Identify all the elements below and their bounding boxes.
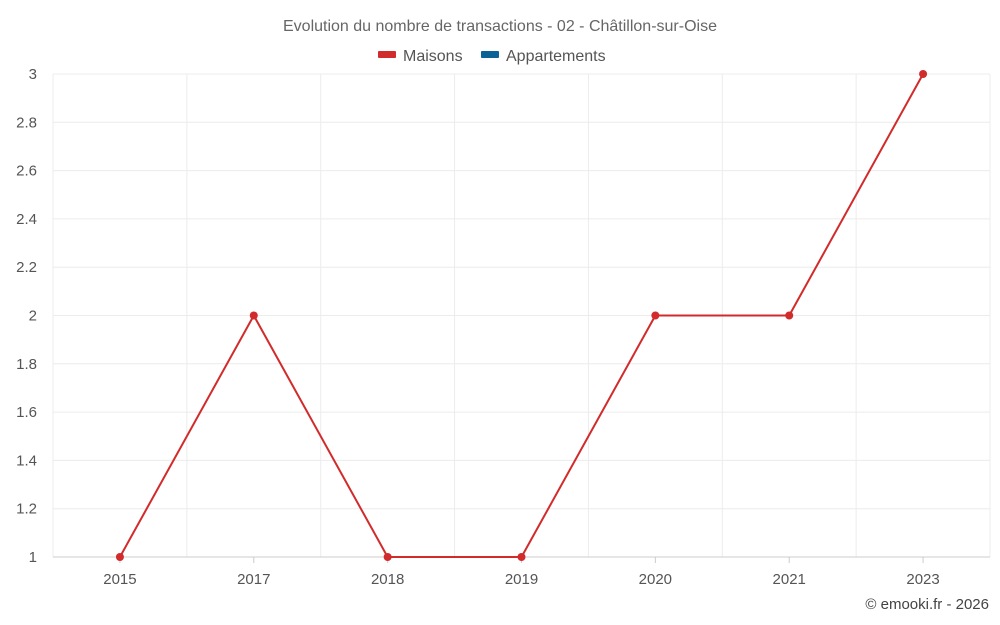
data-point[interactable] xyxy=(651,311,660,320)
x-tick-label: 2023 xyxy=(906,571,939,588)
legend-item-appartements[interactable]: Appartements xyxy=(481,48,606,65)
x-tick-label: 2020 xyxy=(639,571,672,588)
x-tick-label: 2015 xyxy=(103,571,136,588)
x-tick-label: 2017 xyxy=(237,571,270,588)
y-tick-label: 2.8 xyxy=(16,114,37,131)
legend: Maisons Appartements xyxy=(378,48,606,65)
data-point[interactable] xyxy=(919,70,928,78)
chart-title: Evolution du nombre de transactions - 02… xyxy=(283,18,717,35)
x-tick-label: 2018 xyxy=(371,571,404,588)
y-tick-label: 2.4 xyxy=(16,211,37,228)
legend-label-appartements: Appartements xyxy=(506,48,606,65)
chart-credit: © emooki.fr - 2026 xyxy=(865,596,989,613)
data-point[interactable] xyxy=(785,311,794,320)
series-maisons xyxy=(115,70,928,561)
legend-swatch-maisons xyxy=(378,51,396,58)
x-axis: 2015 2017 2018 2019 2020 2021 2023 xyxy=(53,556,990,588)
legend-label-maisons: Maisons xyxy=(403,48,463,65)
x-tick-label: 2019 xyxy=(505,571,538,588)
y-tick-label: 3 xyxy=(29,66,37,83)
data-point[interactable] xyxy=(517,553,526,561)
data-point[interactable] xyxy=(115,553,124,561)
legend-swatch-appartements xyxy=(481,51,499,58)
y-tick-label: 1.4 xyxy=(16,452,37,469)
gridlines xyxy=(52,73,991,557)
x-tick-label: 2021 xyxy=(773,571,806,588)
y-axis: 1 1.2 1.4 1.6 1.8 2 2.2 2.4 2.6 2.8 3 xyxy=(16,66,37,566)
y-tick-label: 1 xyxy=(29,549,37,566)
y-tick-label: 1.6 xyxy=(16,404,37,421)
y-tick-label: 2 xyxy=(29,308,37,325)
data-point[interactable] xyxy=(249,311,258,320)
y-tick-label: 1.2 xyxy=(16,501,37,518)
y-tick-label: 1.8 xyxy=(16,356,37,373)
legend-item-maisons[interactable]: Maisons xyxy=(378,48,463,65)
y-tick-label: 2.6 xyxy=(16,163,37,180)
y-tick-label: 2.2 xyxy=(16,259,37,276)
data-point[interactable] xyxy=(383,553,392,561)
